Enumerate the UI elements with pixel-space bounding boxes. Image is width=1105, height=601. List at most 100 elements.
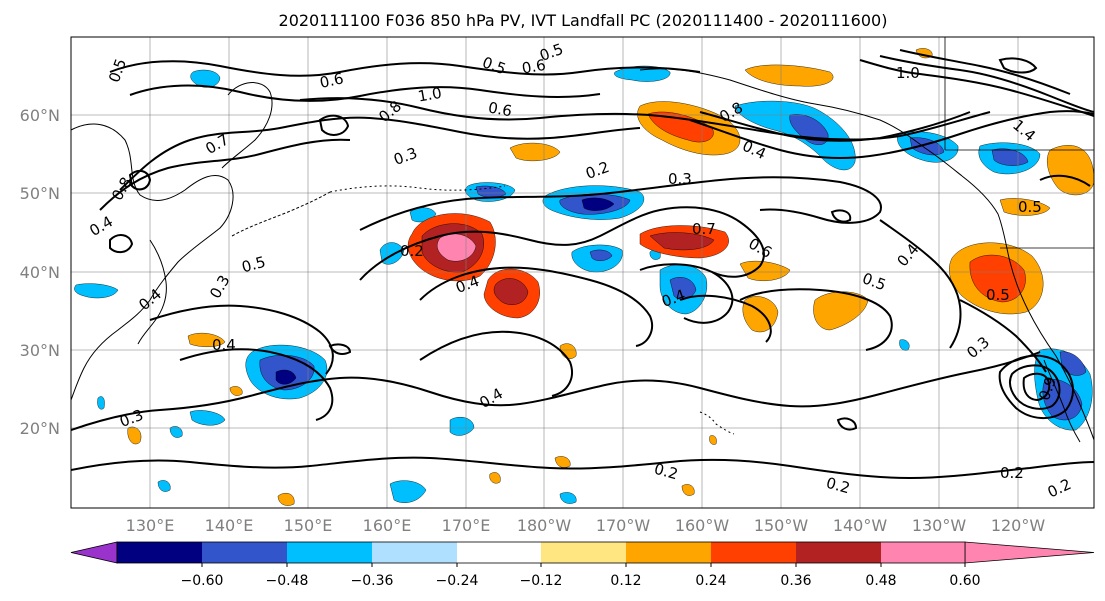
baja-coastline bbox=[1043, 359, 1081, 443]
anomaly-area bbox=[647, 111, 714, 143]
colorbar-tick-label: 0.60 bbox=[949, 573, 980, 589]
colorbar-tick-label: 0.36 bbox=[780, 573, 811, 589]
anomaly-area bbox=[709, 435, 717, 445]
lat-tick-label: 40°N bbox=[20, 263, 60, 282]
pv-contour bbox=[679, 294, 772, 343]
lat-tick-label: 20°N bbox=[20, 419, 60, 438]
pv-contour bbox=[959, 299, 1047, 373]
colorbar-tick-marks bbox=[201, 563, 966, 567]
anomaly-area bbox=[229, 386, 243, 396]
colorbar-segment bbox=[202, 542, 287, 563]
anomaly-area bbox=[909, 137, 945, 156]
lat-tick-label: 50°N bbox=[20, 184, 60, 203]
lat-tick-label: 30°N bbox=[20, 341, 60, 360]
colorbar-segment bbox=[457, 542, 541, 563]
contour-label: 0.2 bbox=[652, 460, 680, 484]
colorbar-segment bbox=[711, 542, 796, 563]
aleutian-islands bbox=[329, 185, 506, 193]
anomaly-area bbox=[127, 426, 142, 445]
lon-tick-label: 120°W bbox=[991, 516, 1046, 535]
pv-contour bbox=[419, 266, 654, 347]
anomaly-area bbox=[581, 197, 615, 211]
anomaly-area bbox=[999, 198, 1051, 216]
anomaly-area bbox=[681, 484, 695, 496]
contour-label: 1.0 bbox=[416, 84, 443, 106]
pv-contour bbox=[359, 176, 882, 231]
lon-tick-label: 170°E bbox=[442, 516, 491, 535]
colorbar-segment bbox=[287, 542, 372, 563]
lon-tick-label: 140°W bbox=[833, 516, 888, 535]
pv-contour bbox=[1022, 372, 1051, 402]
pv-contour bbox=[639, 263, 734, 324]
pv-contour bbox=[359, 206, 765, 281]
pv-contour bbox=[879, 219, 962, 349]
anomaly-area bbox=[277, 493, 295, 506]
anomaly-area bbox=[813, 291, 869, 331]
contour-label: 0.5 bbox=[1018, 198, 1042, 216]
lat-tick-label: 60°N bbox=[20, 106, 60, 125]
pv-contour bbox=[899, 49, 1071, 95]
hawaii-islands bbox=[699, 411, 735, 435]
pv-contour bbox=[859, 59, 1094, 117]
anomaly-area bbox=[991, 148, 1029, 166]
contour-label: 0.6 bbox=[487, 98, 514, 120]
colorbar-segment bbox=[881, 542, 965, 563]
colorbar-segment bbox=[626, 542, 711, 563]
colorbar-tick-label: 0.24 bbox=[695, 573, 726, 589]
colorbar: −0.60 −0.48 −0.36 −0.24 −0.12 0.12 0.24 … bbox=[70, 541, 1095, 589]
pv-contour bbox=[830, 209, 852, 223]
pv-contour bbox=[109, 60, 701, 77]
canada-border bbox=[944, 37, 1094, 151]
pv-contour bbox=[119, 116, 641, 191]
contour-label: 0.5 bbox=[986, 286, 1010, 304]
pv-contour bbox=[109, 234, 134, 254]
contour-label: 0.6 bbox=[520, 56, 547, 78]
kuril-islands bbox=[231, 191, 331, 237]
colorbar-segment bbox=[796, 542, 881, 563]
anomaly-area bbox=[614, 65, 671, 82]
pv-contour bbox=[998, 354, 1074, 419]
pv-contour bbox=[71, 351, 1041, 431]
colorbar-segment bbox=[117, 542, 202, 563]
anomaly-area bbox=[157, 480, 171, 492]
pv-contour bbox=[689, 110, 1094, 159]
na-west-coastline bbox=[961, 175, 1094, 441]
anomaly-area bbox=[669, 277, 697, 300]
colorbar-segment bbox=[372, 542, 457, 563]
contour-label: 0.2 bbox=[1000, 464, 1024, 482]
anomaly-area bbox=[649, 232, 715, 251]
colorbar-lower-arrow bbox=[70, 541, 118, 564]
anomaly-area bbox=[589, 249, 613, 261]
anomaly-area bbox=[187, 332, 226, 347]
colorbar-tick-label: −0.12 bbox=[520, 573, 563, 589]
contour-label: 0.7 bbox=[692, 220, 716, 238]
anomaly-area bbox=[559, 492, 577, 504]
asia-coastline bbox=[71, 123, 234, 401]
alaska-coastline bbox=[639, 68, 963, 177]
lon-tick-label: 130°E bbox=[126, 516, 175, 535]
pv-contour bbox=[318, 114, 350, 136]
colorbar-upper-arrow bbox=[964, 541, 1095, 564]
pv-contour bbox=[129, 84, 601, 102]
latitude-labels: 60°N 50°N 40°N 30°N 20°N bbox=[20, 106, 60, 438]
contour-label: 0.4 bbox=[212, 336, 236, 354]
anomaly-area bbox=[189, 410, 226, 426]
lon-tick-label: 150°E bbox=[284, 516, 333, 535]
contour-label: 0.2 bbox=[824, 474, 852, 498]
coastlines bbox=[71, 37, 1094, 443]
lon-tick-label: 160°W bbox=[675, 516, 730, 535]
anomaly-area bbox=[509, 142, 561, 162]
anomaly-area bbox=[74, 283, 119, 299]
anomaly-area bbox=[275, 369, 297, 385]
anomaly-area bbox=[489, 472, 501, 484]
colorbar-tick-label: −0.36 bbox=[351, 573, 394, 589]
contour-label: 0.2 bbox=[400, 242, 424, 260]
japan-coastline bbox=[137, 239, 167, 345]
longitude-labels: 130°E 140°E 150°E 160°E 170°E 180°W 170°… bbox=[126, 516, 1046, 535]
anomaly-area bbox=[97, 396, 105, 410]
pv-contour bbox=[998, 57, 1038, 74]
pv-contour bbox=[179, 348, 334, 421]
pv-contours bbox=[71, 49, 1094, 480]
kamchatka-coastline bbox=[221, 82, 273, 169]
anomaly-area bbox=[169, 426, 183, 438]
